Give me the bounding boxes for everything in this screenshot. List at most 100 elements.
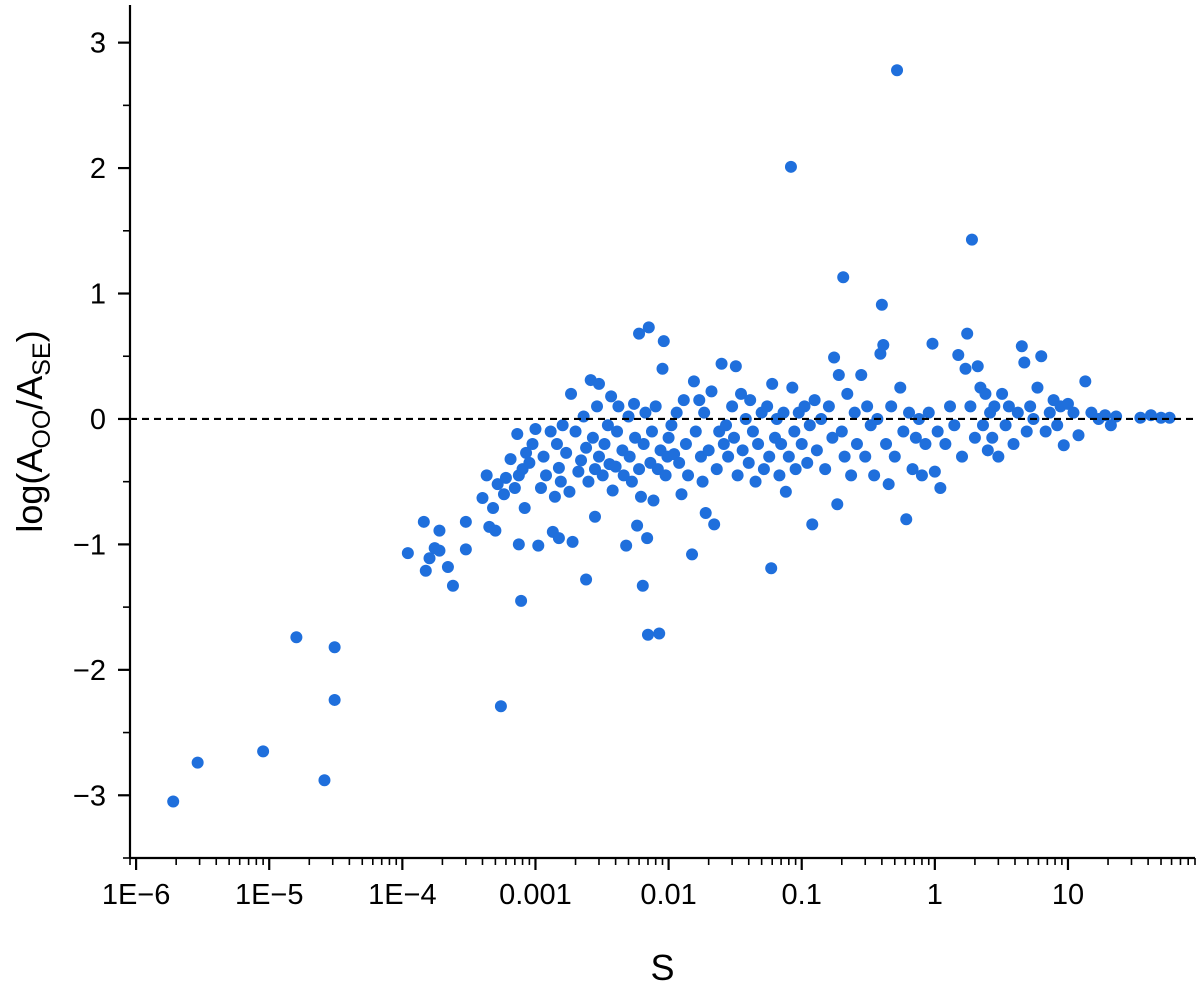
data-point: [677, 394, 690, 407]
data-point: [668, 448, 681, 461]
data-point: [552, 532, 565, 545]
data-point: [441, 560, 454, 573]
data-point: [628, 397, 641, 410]
data-point: [575, 454, 588, 467]
data-point: [670, 406, 683, 419]
data-point: [611, 425, 624, 438]
data-point: [952, 348, 965, 361]
data-point: [1035, 350, 1048, 363]
data-point: [1039, 425, 1052, 438]
data-point: [976, 419, 989, 432]
data-point: [1134, 411, 1147, 424]
data-point: [675, 488, 688, 501]
y-title-prefix: log(A: [9, 449, 50, 533]
data-point: [971, 360, 984, 373]
data-point: [588, 510, 601, 523]
data-point: [693, 394, 706, 407]
data-point: [1051, 419, 1064, 432]
data-point: [956, 450, 969, 463]
data-point: [641, 532, 654, 545]
data-point: [257, 745, 270, 758]
data-point: [328, 693, 341, 706]
x-tick-label: 1E−6: [102, 879, 171, 911]
data-point: [586, 431, 599, 444]
data-point: [698, 406, 711, 419]
data-point: [433, 524, 446, 537]
data-point: [446, 579, 459, 592]
data-point: [620, 539, 633, 552]
data-point: [779, 485, 792, 498]
y-tick-label: −2: [73, 655, 106, 687]
y-ticks: −3 −2 −1 0 1 2 3: [73, 28, 130, 859]
data-point: [766, 377, 779, 390]
data-point: [1072, 429, 1085, 442]
data-point: [631, 519, 644, 532]
data-point: [819, 463, 832, 476]
data-point: [731, 469, 744, 482]
data-point: [939, 438, 952, 451]
y-tick-label: 3: [90, 28, 106, 60]
data-point: [550, 438, 563, 451]
data-point: [657, 335, 670, 348]
data-point: [885, 400, 898, 413]
data-point: [532, 539, 545, 552]
data-point: [552, 461, 565, 474]
data-point: [520, 446, 533, 459]
data-point: [512, 538, 525, 551]
data-point: [912, 412, 925, 425]
data-point: [419, 564, 432, 577]
data-point: [986, 431, 999, 444]
data-point: [523, 456, 536, 469]
data-point: [480, 469, 493, 482]
data-point: [191, 756, 204, 769]
data-point: [761, 400, 774, 413]
data-point: [623, 450, 636, 463]
data-point: [715, 357, 728, 370]
data-point: [601, 419, 614, 432]
data-point: [637, 438, 650, 451]
data-point: [1057, 439, 1070, 452]
data-point: [1043, 406, 1056, 419]
data-point: [798, 400, 811, 413]
data-point: [708, 518, 721, 531]
data-point: [633, 327, 646, 340]
data-point: [752, 438, 765, 451]
data-point: [606, 484, 619, 497]
data-point: [784, 160, 797, 173]
data-point: [656, 362, 669, 375]
data-point: [789, 463, 802, 476]
x-tick-label: 0.1: [782, 879, 822, 911]
data-point: [580, 441, 593, 454]
data-point: [810, 444, 823, 457]
data-point: [459, 543, 472, 556]
data-point: [999, 419, 1012, 432]
data-point: [665, 419, 678, 432]
data-point: [705, 385, 718, 398]
data-point: [928, 465, 941, 478]
data-point: [1015, 340, 1028, 353]
data-point: [529, 422, 542, 435]
x-tick-label: 1E−4: [368, 879, 437, 911]
x-axis-title: S: [650, 947, 674, 987]
y-tick-label: 2: [90, 153, 106, 185]
data-point: [726, 400, 739, 413]
data-point: [596, 469, 609, 482]
data-point: [702, 444, 715, 457]
data-point: [401, 547, 414, 560]
data-point: [832, 369, 845, 382]
data-point: [642, 321, 655, 334]
data-point: [996, 387, 1009, 400]
data-point: [746, 425, 759, 438]
data-point: [689, 425, 702, 438]
y-tick-label: 1: [90, 279, 106, 311]
data-point: [909, 431, 922, 444]
data-point: [728, 431, 741, 444]
data-point: [729, 360, 742, 373]
data-point: [682, 469, 695, 482]
data-point: [560, 446, 573, 459]
data-point: [801, 456, 814, 469]
data-point: [795, 438, 808, 451]
data-point: [903, 406, 916, 419]
data-point: [859, 450, 872, 463]
data-point: [1079, 375, 1092, 388]
